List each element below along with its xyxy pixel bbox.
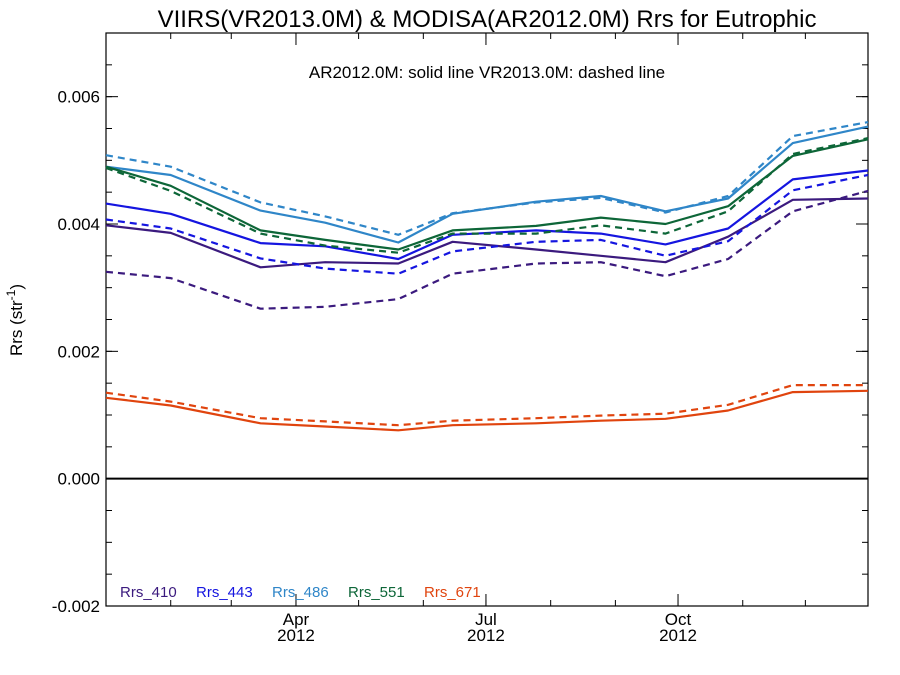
y-axis: -0.002 0.000 0.002 0.004 0.006 bbox=[52, 32, 868, 616]
series-line-rrs-443-dashed bbox=[105, 173, 869, 275]
plot-frame bbox=[105, 32, 869, 607]
y-axis-label: Rrs (str-1) bbox=[4, 284, 26, 356]
y-tick-label: 0.002 bbox=[57, 342, 100, 361]
series-line-rrs-671-dashed bbox=[105, 384, 868, 427]
series-line-rrs-486-solid bbox=[105, 125, 869, 244]
series-line-rrs-551-solid bbox=[105, 138, 869, 251]
legend-item-rrs-443: Rrs_443 bbox=[196, 584, 253, 601]
series-line-rrs-410-dashed bbox=[105, 189, 869, 310]
x-tick-year: 2012 bbox=[467, 626, 505, 645]
x-tick-year: 2012 bbox=[659, 626, 697, 645]
legend-item-rrs-671: Rrs_671 bbox=[424, 584, 481, 601]
series-line-rrs-671-solid bbox=[105, 389, 869, 432]
x-tick-month: Oct bbox=[665, 610, 692, 629]
y-tick-label: 0.000 bbox=[57, 470, 100, 489]
legend-item-rrs-410: Rrs_410 bbox=[120, 584, 177, 601]
chart-title: VIIRS(VR2013.0M) & MODISA(AR2012.0M) Rrs… bbox=[158, 6, 817, 33]
series-line-rrs-443-solid bbox=[105, 169, 869, 261]
x-tick-year: 2012 bbox=[277, 626, 315, 645]
line-style-annotation: AR2012.0M: solid line VR2013.0M: dashed … bbox=[309, 63, 665, 82]
legend-item-rrs-551: Rrs_551 bbox=[348, 584, 405, 601]
legend: Rrs_410 Rrs_443 Rrs_486 Rrs_551 Rrs_671 bbox=[120, 584, 481, 601]
x-tick-month: Jul bbox=[475, 610, 497, 629]
legend-item-rrs-486: Rrs_486 bbox=[272, 584, 329, 601]
series-line-rrs-486-dashed bbox=[105, 121, 869, 236]
series-group bbox=[105, 121, 869, 432]
y-tick-label: -0.002 bbox=[52, 597, 100, 616]
x-tick-month: Apr bbox=[283, 610, 310, 629]
y-tick-label: 0.004 bbox=[57, 215, 100, 234]
y-tick-label: 0.006 bbox=[57, 88, 100, 107]
